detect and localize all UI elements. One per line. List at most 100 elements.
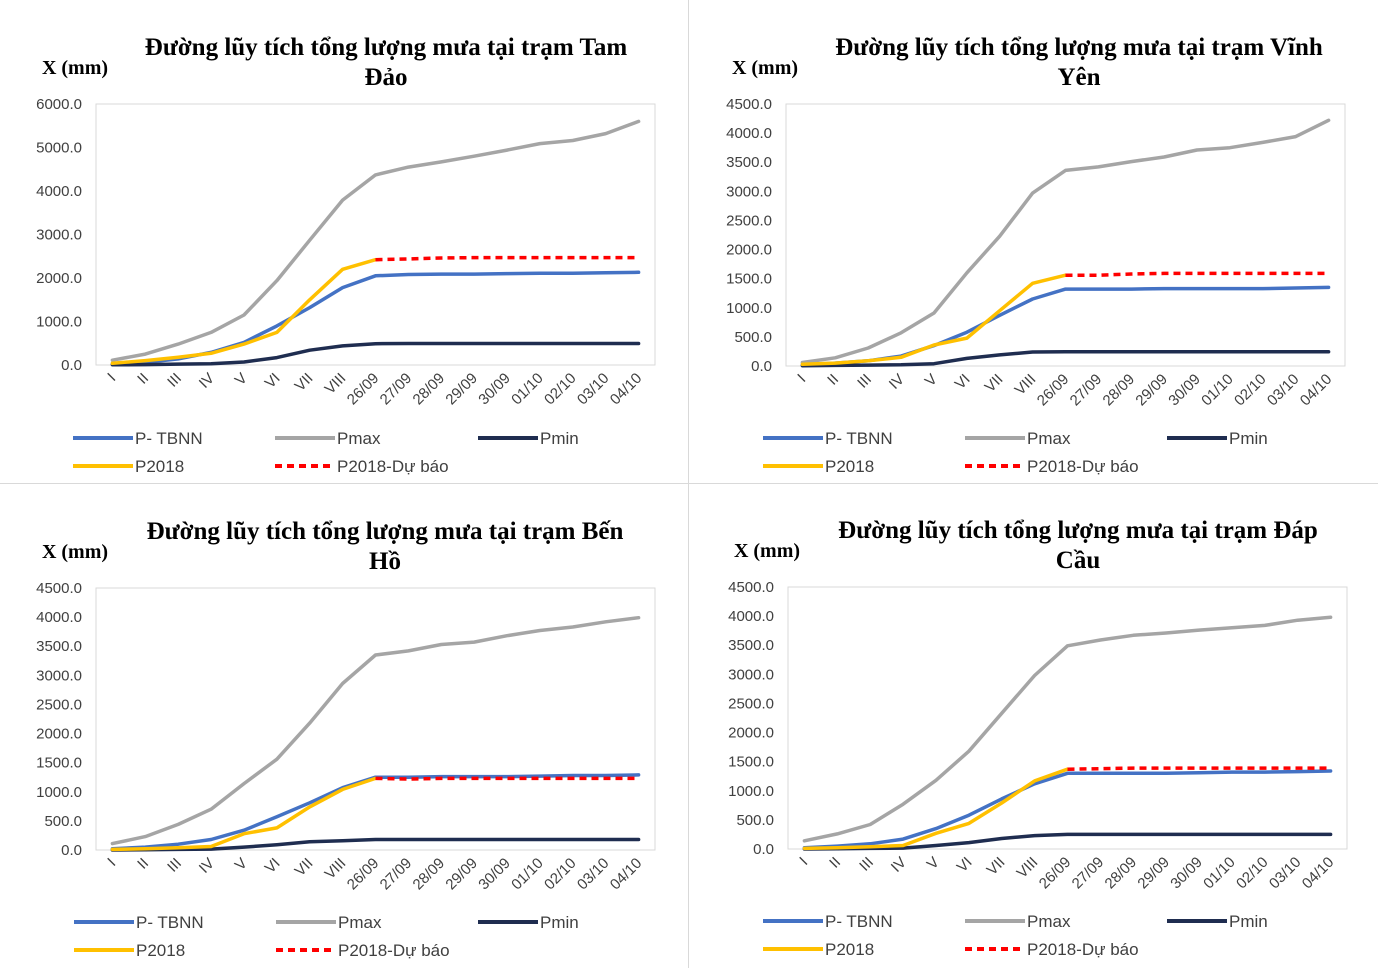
series-line-p2018 — [110, 257, 378, 366]
x-tick-label: 30/09 — [1167, 854, 1206, 893]
y-tick-label: 3500.0 — [726, 154, 772, 171]
series-line-p2018 — [800, 273, 1068, 367]
x-tick-label: 26/09 — [344, 370, 383, 409]
y-tick-label: 4500.0 — [726, 96, 772, 113]
x-tick-label: I — [796, 854, 811, 869]
x-tick-label: 27/09 — [377, 855, 416, 894]
x-tick-label: VI — [952, 371, 974, 393]
x-tick-label: 03/10 — [1264, 371, 1303, 410]
legend-label-p2018-du-bao: P2018-Dự báo — [1027, 940, 1139, 959]
y-tick-label: 4500.0 — [36, 580, 82, 597]
y-tick-label: 500.0 — [44, 813, 82, 830]
y-tick-label: 6000.0 — [36, 96, 82, 113]
y-tick-label: 500.0 — [734, 329, 772, 346]
x-tick-label: IV — [888, 854, 910, 876]
x-tick-label: 29/09 — [1134, 854, 1173, 893]
chart-ben-ho: Đường lũy tích tổng lượng mưa tại trạm B… — [36, 518, 656, 960]
series-line-p2018 — [802, 767, 1070, 851]
x-tick-label: VI — [954, 854, 976, 876]
series-line-pmin — [800, 349, 1331, 368]
legend-label-pmin: Pmin — [540, 429, 579, 448]
x-tick-label: 02/10 — [541, 855, 580, 894]
legend-label-pmax: Pmax — [1027, 912, 1071, 931]
x-tick-label: III — [854, 371, 875, 392]
legend-label-p2018: P2018 — [825, 457, 874, 476]
y-tick-label: 3000.0 — [726, 183, 772, 200]
y-tick-label: 4000.0 — [36, 609, 82, 626]
plot-area-frame — [785, 103, 1346, 367]
chart-panel-tam-dao: Đường lũy tích tổng lượng mưa tại trạm T… — [0, 0, 689, 484]
x-tick-label: 03/10 — [574, 370, 613, 409]
chart-title-line: Yên — [1057, 64, 1100, 91]
x-tick-label: 30/09 — [1165, 371, 1204, 410]
x-tick-label: VII — [984, 854, 1009, 879]
chart-tam-dao: Đường lũy tích tổng lượng mưa tại trạm T… — [36, 34, 656, 476]
x-tick-label: 01/10 — [1198, 371, 1237, 410]
y-tick-label: 1500.0 — [36, 755, 82, 772]
x-tick-label: III — [164, 855, 185, 876]
x-tick-label: II — [826, 854, 844, 872]
legend-label-p-tbnn: P- TBNN — [136, 913, 204, 932]
x-tick-label: 26/09 — [1036, 854, 1075, 893]
y-tick-label: 1000.0 — [36, 784, 82, 801]
x-tick-label: 27/09 — [1067, 371, 1106, 410]
x-tick-label: II — [134, 370, 152, 388]
plot-area-frame — [787, 586, 1348, 850]
x-tick-label: II — [134, 855, 152, 873]
series-line-p-tbnn — [110, 773, 641, 851]
legend-label-p2018: P2018 — [825, 940, 874, 959]
x-tick-label: IV — [196, 370, 218, 392]
legend-label-pmax: Pmax — [337, 429, 381, 448]
x-tick-label: 04/10 — [1299, 854, 1338, 893]
y-tick-label: 3000.0 — [728, 666, 774, 683]
y-tick-label: 0.0 — [61, 357, 82, 374]
y-tick-label: 1500.0 — [726, 271, 772, 288]
x-tick-label: 04/10 — [1297, 371, 1336, 410]
x-tick-label: IV — [196, 855, 218, 877]
x-tick-label: I — [104, 855, 119, 870]
x-tick-label: 04/10 — [607, 370, 646, 409]
series-line-pmax — [110, 119, 641, 362]
chart-vinh-yen: Đường lũy tích tổng lượng mưa tại trạm V… — [726, 34, 1346, 476]
legend-label-p2018-du-bao: P2018-Dự báo — [337, 457, 449, 476]
chart-title-line: Đảo — [364, 64, 407, 91]
chart-panel-dap-cau: Đường lũy tích tổng lượng mưa tại trạm Đ… — [689, 484, 1378, 968]
x-tick-label: 28/09 — [1102, 854, 1141, 893]
x-tick-label: VI — [262, 855, 284, 877]
x-tick-label: 28/09 — [1100, 371, 1139, 410]
x-tick-label: V — [232, 855, 251, 874]
legend-label-p-tbnn: P- TBNN — [135, 429, 203, 448]
x-tick-label: 29/09 — [1132, 371, 1171, 410]
chart-panel-vinh-yen: Đường lũy tích tổng lượng mưa tại trạm V… — [689, 0, 1378, 484]
series-line-p-tbnn — [110, 270, 641, 366]
series-line-pmax — [110, 615, 641, 846]
y-tick-label: 0.0 — [61, 842, 82, 859]
legend-label-p-tbnn: P- TBNN — [825, 429, 893, 448]
x-tick-label: 02/10 — [1233, 854, 1272, 893]
x-tick-label: 03/10 — [574, 855, 613, 894]
legend-label-p2018-du-bao: P2018-Dự báo — [338, 941, 450, 960]
legend-label-p2018-du-bao: P2018-Dự báo — [1027, 457, 1139, 476]
x-tick-label: 29/09 — [442, 855, 481, 894]
chart-panel-ben-ho: Đường lũy tích tổng lượng mưa tại trạm B… — [0, 484, 689, 968]
x-tick-label: 26/09 — [1034, 371, 1073, 410]
y-tick-label: 4500.0 — [728, 579, 774, 596]
legend-label-p-tbnn: P- TBNN — [825, 912, 893, 931]
x-tick-label: VII — [292, 370, 317, 395]
x-tick-label: III — [164, 370, 185, 391]
y-tick-label: 3500.0 — [728, 637, 774, 654]
y-tick-label: 4000.0 — [36, 183, 82, 200]
x-tick-label: 29/09 — [442, 370, 481, 409]
y-tick-label: 3000.0 — [36, 667, 82, 684]
x-tick-label: III — [856, 854, 877, 875]
x-tick-label: I — [104, 370, 119, 385]
y-tick-label: 1000.0 — [36, 314, 82, 331]
x-tick-label: 02/10 — [1231, 371, 1270, 410]
legend-label-pmax: Pmax — [338, 913, 382, 932]
x-tick-label: 27/09 — [1069, 854, 1108, 893]
y-tick-label: 500.0 — [736, 812, 774, 829]
x-tick-label: 03/10 — [1266, 854, 1305, 893]
x-tick-label: II — [824, 371, 842, 389]
series-line-p-tbnn — [802, 769, 1333, 850]
x-tick-label: 28/09 — [410, 370, 449, 409]
